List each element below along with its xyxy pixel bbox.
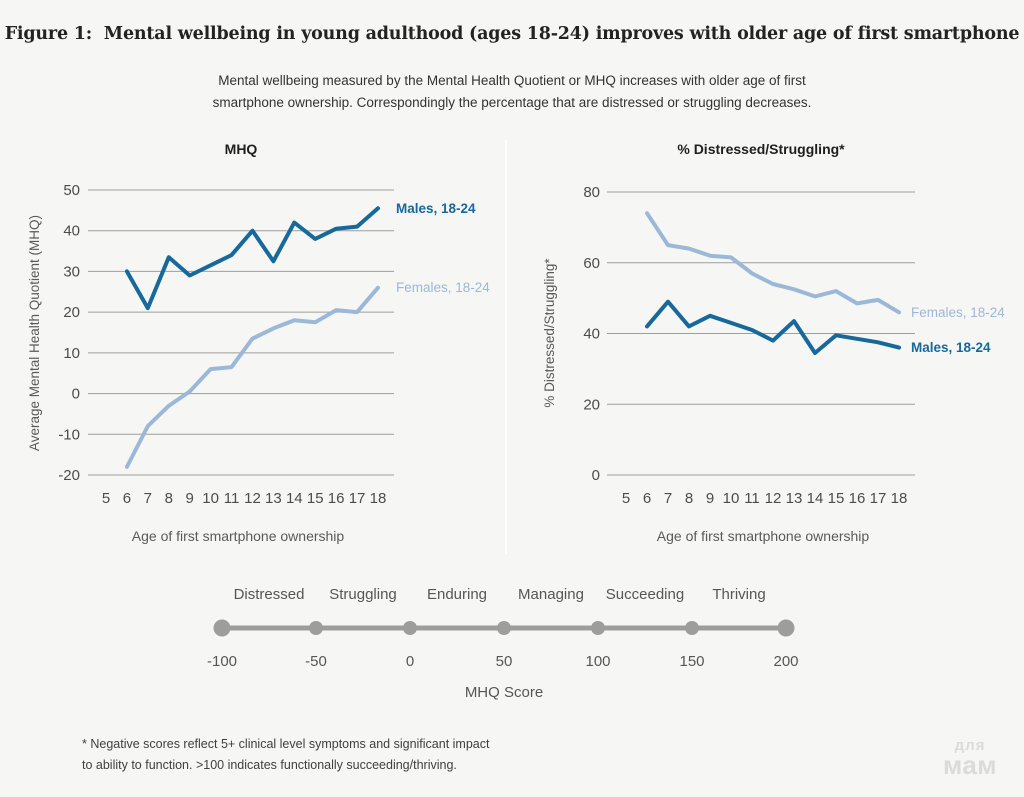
series-label-males: Males, 18-24: [911, 340, 991, 355]
x-tick-label: 9: [706, 490, 714, 507]
series-label-males: Males, 18-24: [396, 201, 476, 216]
y-tick-label: 80: [583, 184, 600, 201]
footnote: * Negative scores reflect 5+ clinical le…: [82, 734, 489, 775]
x-tick-label: 18: [891, 490, 908, 507]
watermark-line-2: мам: [942, 750, 998, 780]
x-tick-label: 16: [328, 490, 345, 507]
left-chart-title: MHQ: [224, 141, 258, 157]
series-label-females: Females, 18-24: [911, 305, 1005, 320]
x-tick-label: 14: [807, 490, 824, 507]
mhq-scale-tick-label: 0: [406, 653, 414, 670]
y-tick-label: 40: [583, 326, 600, 343]
series-line-females: [645, 211, 901, 315]
footnote-line-2: to ability to function. >100 indicates f…: [82, 757, 457, 772]
mhq-scale-dot: [777, 619, 795, 637]
y-tick-label: 40: [63, 223, 80, 240]
left-x-axis-label: Age of first smartphone ownership: [131, 528, 345, 544]
x-tick-label: 8: [165, 490, 173, 507]
y-tick-label: 0: [72, 386, 80, 403]
mhq-scale-category-label: Enduring: [427, 586, 487, 603]
x-tick-label: 15: [307, 490, 324, 507]
mhq-scale-category-label: Managing: [518, 586, 584, 603]
x-tick-label: 6: [643, 490, 651, 507]
x-tick-label: 16: [849, 490, 866, 507]
series-label-females: Females, 18-24: [396, 280, 490, 295]
panel-divider: [505, 140, 507, 554]
series-line-females: [124, 285, 380, 469]
x-tick-label: 15: [828, 490, 845, 507]
mhq-scale-dot: [591, 621, 605, 635]
y-tick-label: 20: [583, 396, 600, 413]
x-tick-label: 5: [102, 490, 110, 507]
figure-title: Figure 1: Mental wellbeing in young adul…: [4, 24, 1020, 44]
mhq-scale-category-label: Struggling: [329, 586, 397, 603]
y-tick-label: -20: [58, 467, 80, 484]
x-tick-label: 17: [870, 490, 887, 507]
x-tick-label: 10: [723, 490, 740, 507]
figure-subtitle: Mental wellbeing measured by the Mental …: [212, 73, 812, 110]
x-tick-label: 14: [286, 490, 303, 507]
x-tick-label: 17: [349, 490, 366, 507]
y-tick-label: -10: [58, 426, 80, 443]
watermark-line-1: для: [954, 737, 986, 754]
y-tick-label: 20: [63, 304, 80, 321]
y-tick-label: 10: [63, 345, 80, 362]
mhq-scale-dot: [497, 621, 511, 635]
mhq-scale-tick-label: 200: [773, 653, 798, 670]
mhq-scale-category-label: Distressed: [234, 586, 305, 603]
x-tick-label: 9: [186, 490, 194, 507]
mhq-scale-category-label: Succeeding: [606, 586, 684, 603]
watermark: для мам: [930, 738, 1010, 778]
x-tick-label: 7: [144, 490, 152, 507]
mhq-scale-tick-label: -100: [207, 653, 237, 670]
mhq-scale-dot: [403, 621, 417, 635]
right-chart-title: % Distressed/Struggling*: [677, 141, 845, 157]
right-x-axis-label: Age of first smartphone ownership: [656, 528, 870, 544]
x-tick-label: 12: [244, 490, 261, 507]
mhq-scale-tick-label: 50: [496, 653, 513, 670]
mhq-scale-tick-label: 150: [679, 653, 704, 670]
mhq-scale-dot: [309, 621, 323, 635]
x-tick-label: 10: [202, 490, 219, 507]
footnote-line-1: * Negative scores reflect 5+ clinical le…: [82, 737, 490, 751]
x-tick-label: 6: [123, 490, 131, 507]
x-tick-label: 7: [664, 490, 672, 507]
mhq-scale-caption: MHQ Score: [465, 684, 543, 701]
x-tick-label: 11: [224, 490, 240, 507]
y-tick-label: 50: [63, 182, 80, 199]
mhq-scale-tick-label: -50: [305, 653, 327, 670]
mhq-scale-tick-label: 100: [585, 653, 610, 670]
series-line-males: [645, 299, 901, 355]
x-tick-label: 8: [685, 490, 693, 507]
x-tick-label: 12: [765, 490, 782, 507]
mhq-scale-category-label: Thriving: [712, 586, 765, 603]
x-tick-label: 13: [786, 490, 803, 507]
x-tick-label: 5: [622, 490, 630, 507]
y-tick-label: 60: [583, 255, 600, 272]
y-tick-label: 0: [592, 467, 600, 484]
y-tick-label: 30: [63, 263, 80, 280]
mhq-scale-dot: [685, 621, 699, 635]
mhq-scale-dot: [213, 619, 231, 637]
x-tick-label: 11: [744, 490, 760, 507]
x-tick-label: 13: [265, 490, 282, 507]
x-tick-label: 18: [370, 490, 387, 507]
series-line-males: [124, 206, 380, 311]
